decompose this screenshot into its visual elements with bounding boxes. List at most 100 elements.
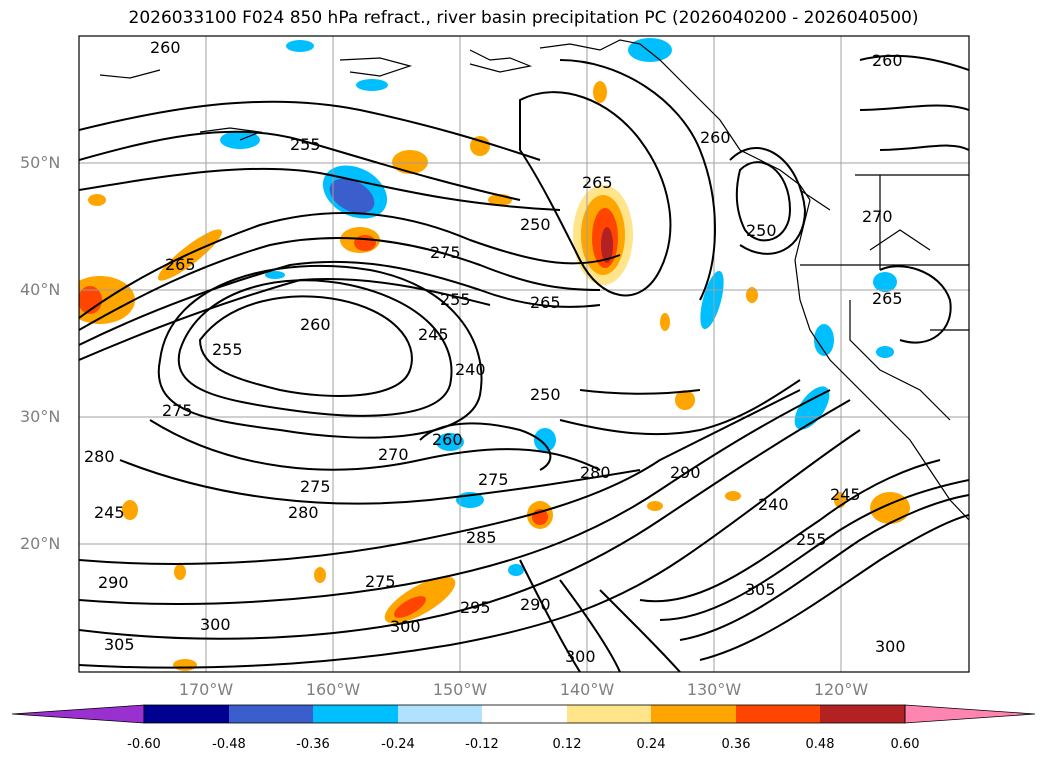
lon-label: 160°W bbox=[305, 680, 361, 699]
contour-label: 260 bbox=[432, 430, 463, 449]
contour-label: 290 bbox=[670, 463, 701, 482]
blue-patch bbox=[700, 270, 724, 330]
blue-patch bbox=[265, 271, 285, 279]
contour-label: 255 bbox=[290, 135, 321, 154]
contour-label: 300 bbox=[200, 615, 231, 634]
colorbar-arrow-low bbox=[11, 704, 145, 724]
refractivity-contours bbox=[79, 54, 969, 672]
lon-label: 140°W bbox=[559, 680, 615, 699]
map-frame bbox=[78, 35, 970, 673]
blue-patch bbox=[794, 386, 830, 430]
contour-label: 275 bbox=[162, 401, 193, 420]
contour-label: 275 bbox=[300, 477, 331, 496]
orange-patch bbox=[392, 150, 428, 174]
contour-label: 275 bbox=[365, 572, 396, 591]
colorbar-arrow-high bbox=[904, 704, 1036, 724]
blue-patch bbox=[329, 178, 375, 214]
contour-label: 260 bbox=[150, 38, 181, 57]
blue-patch bbox=[534, 428, 556, 452]
orange-patch bbox=[870, 492, 910, 524]
contour-label: 245 bbox=[830, 485, 861, 504]
orange-patch bbox=[174, 564, 186, 580]
colorbar-cell bbox=[229, 705, 313, 723]
contour-label: 295 bbox=[460, 598, 491, 617]
orange-patch bbox=[725, 491, 741, 501]
lat-label: 20°N bbox=[20, 534, 61, 553]
orange-patch bbox=[173, 659, 197, 671]
contour-label: 240 bbox=[758, 495, 789, 514]
colorbar-tick: 0.48 bbox=[805, 737, 835, 752]
orange-patch bbox=[314, 567, 326, 583]
blue-patch bbox=[876, 346, 894, 358]
orange-patch bbox=[354, 235, 376, 251]
contour-label: 280 bbox=[84, 447, 115, 466]
lon-label: 120°W bbox=[813, 680, 869, 699]
orange-patch bbox=[746, 287, 758, 303]
contour-label: 280 bbox=[580, 463, 611, 482]
contour-label: 250 bbox=[530, 385, 561, 404]
colorbar-cell bbox=[482, 705, 567, 723]
orange-patch bbox=[122, 500, 138, 520]
contour-label: 285 bbox=[466, 528, 497, 547]
orange-patch bbox=[660, 313, 670, 331]
contour-label: 305 bbox=[745, 580, 776, 599]
colorbar-tick: -0.24 bbox=[381, 737, 415, 752]
colorbar-tick: 0.60 bbox=[890, 737, 920, 752]
blue-patch bbox=[436, 433, 464, 451]
contour-label: 300 bbox=[565, 647, 596, 666]
colorbar-cell bbox=[736, 705, 820, 723]
map-title: 2026033100 F024 850 hPa refract., river … bbox=[128, 8, 919, 28]
contour-label: 265 bbox=[872, 289, 903, 308]
contour-label: 255 bbox=[440, 290, 471, 309]
contour-label: 250 bbox=[746, 221, 777, 240]
colorbar-tick: -0.36 bbox=[296, 737, 330, 752]
orange-patch bbox=[675, 390, 695, 410]
contour-label: 250 bbox=[520, 215, 551, 234]
contour-label: 275 bbox=[430, 243, 461, 262]
lon-label: 130°W bbox=[686, 680, 742, 699]
orange-patch bbox=[593, 81, 607, 103]
contour-label: 300 bbox=[390, 617, 421, 636]
contour-label: 255 bbox=[796, 530, 827, 549]
colorbar-tick: 0.36 bbox=[721, 737, 751, 752]
colorbar-cell bbox=[398, 705, 482, 723]
colorbar-cell bbox=[820, 705, 905, 723]
blue-patch bbox=[628, 38, 672, 62]
contour-label: 300 bbox=[875, 637, 906, 656]
contour-label: 290 bbox=[520, 595, 551, 614]
colorbar-tick: -0.60 bbox=[127, 737, 161, 752]
contour-label: 240 bbox=[455, 360, 486, 379]
blue-patch bbox=[356, 79, 388, 91]
contour-label: 305 bbox=[104, 635, 135, 654]
orange-patch bbox=[470, 136, 490, 156]
colorbar-tick: 0.24 bbox=[636, 737, 666, 752]
contour-label: 275 bbox=[478, 470, 509, 489]
orange-patch bbox=[647, 501, 663, 511]
contour-label: 290 bbox=[98, 573, 129, 592]
orange-patch bbox=[79, 286, 102, 314]
contour-label: 280 bbox=[288, 503, 319, 522]
lat-label: 40°N bbox=[20, 280, 61, 299]
colorbar-cell bbox=[651, 705, 736, 723]
lat-label: 50°N bbox=[20, 153, 61, 172]
blue-patch bbox=[873, 272, 897, 292]
contour-label: 265 bbox=[530, 293, 561, 312]
contour-label: 260 bbox=[300, 315, 331, 334]
orange-patch bbox=[88, 194, 106, 206]
contour-label: 265 bbox=[582, 173, 613, 192]
contour-label: 270 bbox=[862, 207, 893, 226]
colorbar-tick: -0.12 bbox=[465, 737, 499, 752]
orange-patch bbox=[601, 227, 613, 263]
blue-patch bbox=[814, 324, 834, 356]
colorbar bbox=[11, 704, 1036, 724]
contour-label: 255 bbox=[212, 340, 243, 359]
colorbar-cell bbox=[567, 705, 651, 723]
precip-shading bbox=[79, 38, 910, 671]
lon-label: 170°W bbox=[178, 680, 234, 699]
colorbar-tick: 0.12 bbox=[552, 737, 582, 752]
contour-label: 265 bbox=[165, 255, 196, 274]
contour-label: 245 bbox=[418, 325, 449, 344]
blue-patch bbox=[508, 564, 524, 576]
contour-label: 260 bbox=[700, 128, 731, 147]
